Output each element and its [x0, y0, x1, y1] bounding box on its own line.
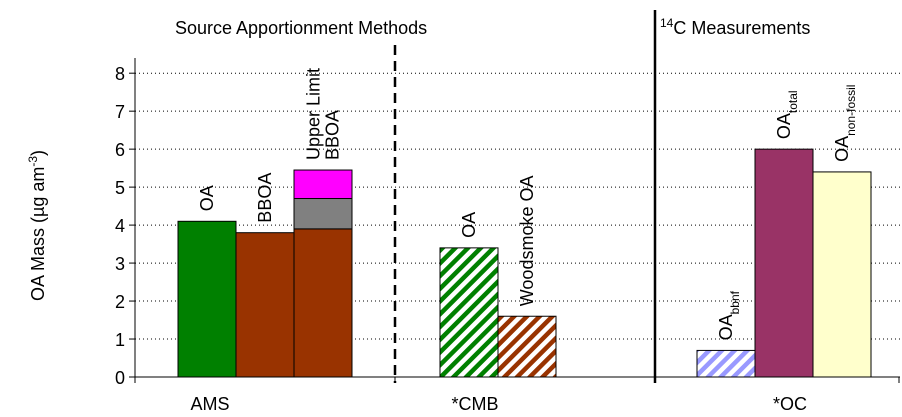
- bar-label: Upper Limit: [304, 68, 324, 160]
- bar: [497, 315, 557, 378]
- text: OA: [197, 185, 217, 211]
- y-tick-label: 7: [115, 102, 125, 122]
- y-tick-label: 2: [115, 292, 125, 312]
- bar-label: OA: [459, 212, 479, 238]
- y-tick-label: 3: [115, 254, 125, 274]
- bar: [812, 171, 872, 378]
- bar-label: OAtotal: [774, 90, 800, 139]
- bar-label: BBOA: [323, 110, 343, 160]
- y-tick-label: 1: [115, 330, 125, 350]
- y-tick-label: 8: [115, 64, 125, 84]
- text: OA: [459, 212, 479, 238]
- x-tick-label: *CMB: [451, 394, 498, 414]
- bar-label: OAnon-fossil: [832, 85, 858, 162]
- x-tick-label: *OC: [773, 394, 807, 414]
- bar-label: Woodsmoke OA: [517, 176, 537, 307]
- y-axis-label: OA Mass (µg am-3): [26, 150, 48, 301]
- bar: [293, 169, 353, 200]
- bar: [235, 232, 295, 378]
- y-tick-label: 5: [115, 178, 125, 198]
- y-tick-label: 6: [115, 140, 125, 160]
- header: Source Apportionment Methods: [175, 18, 427, 38]
- superscript: -3: [26, 156, 40, 167]
- bar: [293, 198, 353, 230]
- text: OA: [716, 314, 736, 340]
- bar-label: OAbbnf: [716, 290, 742, 340]
- bar: [177, 220, 237, 378]
- y-tick-label: 4: [115, 216, 125, 236]
- header: 14C Measurements: [660, 16, 810, 38]
- text: ): [28, 150, 48, 156]
- text: BBOA: [323, 110, 343, 160]
- bar-label: BBOA: [255, 173, 275, 223]
- text: OA: [832, 136, 852, 162]
- text: C Measurements: [673, 18, 810, 38]
- superscript: 14: [660, 16, 674, 30]
- y-tick-label: 0: [115, 368, 125, 388]
- text: Upper Limit: [304, 68, 324, 160]
- bar: [439, 247, 499, 378]
- text: BBOA: [255, 173, 275, 223]
- text: OA Mass (µg am: [28, 167, 48, 301]
- text: Woodsmoke OA: [517, 176, 537, 307]
- bar: [293, 228, 353, 378]
- x-tick-label: AMS: [190, 394, 229, 414]
- bar: [696, 349, 756, 378]
- text: OA: [774, 113, 794, 139]
- subscript: non-fossil: [844, 85, 858, 136]
- bar-label: OA: [197, 185, 217, 211]
- subscript: bbnf: [728, 290, 742, 314]
- subscript: total: [786, 90, 800, 113]
- bar: [754, 148, 814, 378]
- text: Source Apportionment Methods: [175, 18, 427, 38]
